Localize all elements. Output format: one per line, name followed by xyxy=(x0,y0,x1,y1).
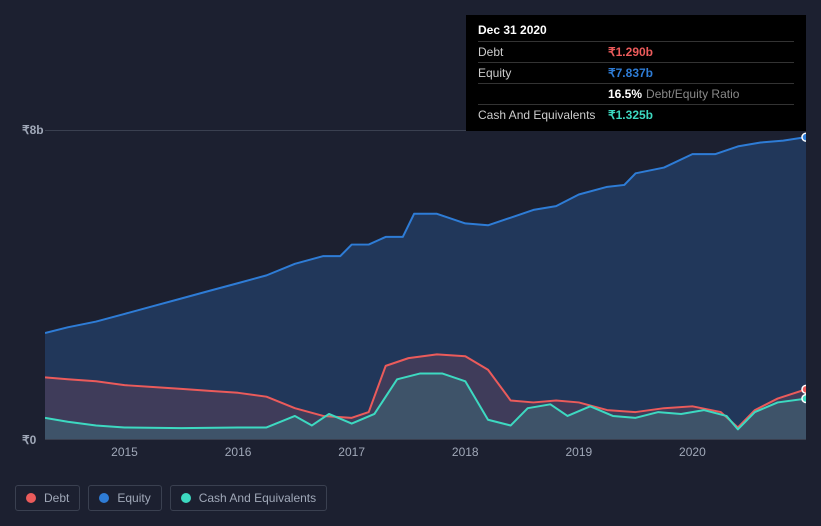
legend-swatch xyxy=(99,493,109,503)
x-tick-label: 2015 xyxy=(111,445,138,459)
tooltip-row: 16.5%Debt/Equity Ratio xyxy=(478,83,794,104)
tooltip-label xyxy=(478,87,608,101)
legend-item-debt[interactable]: Debt xyxy=(15,485,80,511)
tooltip-value: ₹1.325b xyxy=(608,108,653,122)
legend-item-equity[interactable]: Equity xyxy=(88,485,161,511)
tooltip-label: Equity xyxy=(478,66,608,80)
y-tick-label: ₹0 xyxy=(22,433,36,447)
legend-swatch xyxy=(181,493,191,503)
tooltip-row: Equity₹7.837b xyxy=(478,62,794,83)
x-tick-label: 2017 xyxy=(338,445,365,459)
legend-label: Debt xyxy=(44,491,69,505)
tooltip-value: 16.5%Debt/Equity Ratio xyxy=(608,87,739,101)
legend: Debt Equity Cash And Equivalents xyxy=(15,485,327,511)
tooltip-label: Debt xyxy=(478,45,608,59)
equity-endpoint-marker xyxy=(802,133,806,141)
tooltip-extra: Debt/Equity Ratio xyxy=(646,87,739,101)
legend-swatch xyxy=(26,493,36,503)
chart-tooltip: Dec 31 2020 Debt₹1.290bEquity₹7.837b16.5… xyxy=(466,15,806,131)
tooltip-label: Cash And Equivalents xyxy=(478,108,608,122)
tooltip-value: ₹7.837b xyxy=(608,66,653,80)
legend-item-cash-and-equivalents[interactable]: Cash And Equivalents xyxy=(170,485,327,511)
tooltip-date: Dec 31 2020 xyxy=(478,23,794,41)
chart-svg xyxy=(45,131,806,439)
x-tick-label: 2016 xyxy=(225,445,252,459)
x-tick-label: 2018 xyxy=(452,445,479,459)
x-tick-label: 2020 xyxy=(679,445,706,459)
plot-area xyxy=(45,130,806,440)
x-axis: 2015 2016 2017 2018 2019 2020 xyxy=(45,445,806,465)
y-tick-label: ₹8b xyxy=(22,123,44,137)
financial-chart: Dec 31 2020 Debt₹1.290bEquity₹7.837b16.5… xyxy=(0,0,821,526)
legend-label: Cash And Equivalents xyxy=(199,491,316,505)
tooltip-row: Cash And Equivalents₹1.325b xyxy=(478,104,794,125)
tooltip-value: ₹1.290b xyxy=(608,45,653,59)
cash-endpoint-marker xyxy=(802,395,806,403)
x-tick-label: 2019 xyxy=(565,445,592,459)
legend-label: Equity xyxy=(117,491,150,505)
tooltip-row: Debt₹1.290b xyxy=(478,41,794,62)
debt-endpoint-marker xyxy=(802,385,806,393)
